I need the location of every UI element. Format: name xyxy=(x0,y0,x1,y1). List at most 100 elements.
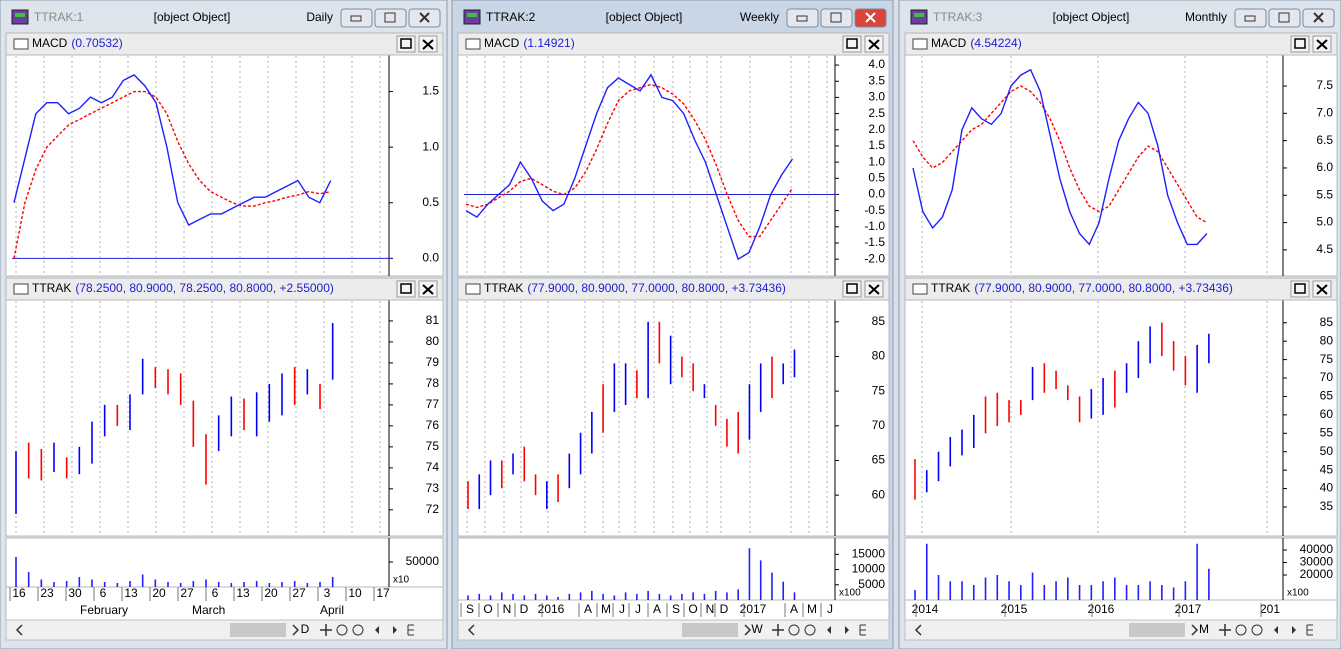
menu-icon[interactable] xyxy=(859,624,866,636)
date-label: 6 xyxy=(212,586,219,600)
macd-tick-label: 7.0 xyxy=(1316,106,1333,120)
macd-tick-label: -1.5 xyxy=(864,235,885,249)
macd-tick-label: 5.0 xyxy=(1316,215,1333,229)
date-label: 27 xyxy=(292,586,306,600)
scroll-left[interactable] xyxy=(15,624,23,636)
macd-tick-label: -2.0 xyxy=(864,251,885,265)
price-tick-label: 72 xyxy=(426,502,440,516)
volume-multiplier: x10 xyxy=(393,575,410,586)
date-label: 27 xyxy=(180,586,194,600)
date-label: 6 xyxy=(100,586,107,600)
price-reading: (77.9000, 80.9000, 77.0000, 80.8000, +3.… xyxy=(974,281,1233,295)
window-title: TTRAK:1 xyxy=(34,10,84,24)
date-label: D xyxy=(720,602,729,616)
minimize-button[interactable] xyxy=(1234,8,1267,28)
period-button[interactable]: M xyxy=(1199,622,1209,636)
date-label: N xyxy=(503,602,512,616)
volume-tick-label: 10000 xyxy=(852,562,886,576)
macd-reading: (1.14921) xyxy=(523,36,574,50)
macd-tick-label: 0.5 xyxy=(422,195,439,209)
price-tick-label: 40 xyxy=(1320,481,1334,495)
zoom-in-icon[interactable] xyxy=(1251,624,1263,636)
restore-button[interactable] xyxy=(820,8,853,28)
macd-panel xyxy=(904,54,1338,277)
date-label: 13 xyxy=(236,586,250,600)
minimize-icon xyxy=(796,15,808,22)
price-tick-label: 79 xyxy=(426,355,440,369)
next-icon[interactable] xyxy=(845,626,849,634)
window-period: Daily xyxy=(306,10,333,24)
period-button[interactable]: W xyxy=(751,622,763,636)
close-icon xyxy=(868,284,880,295)
menu-icon[interactable] xyxy=(1306,624,1313,636)
zoom-out-icon[interactable] xyxy=(788,624,800,636)
price-tick-label: 60 xyxy=(1320,407,1334,421)
price-reading: (78.2500, 80.9000, 78.2500, 80.8000, +2.… xyxy=(75,281,334,295)
maximize-icon xyxy=(1294,38,1306,49)
restore-button[interactable] xyxy=(1268,8,1301,28)
price-reading: (77.9000, 80.9000, 77.0000, 80.8000, +3.… xyxy=(527,281,786,295)
restore-button[interactable] xyxy=(374,8,407,28)
next-icon[interactable] xyxy=(393,626,397,634)
date-label: 17 xyxy=(376,586,390,600)
date-label: O xyxy=(688,602,697,616)
scroll-right[interactable] xyxy=(1191,624,1199,636)
macd-tick-label: 1.5 xyxy=(422,84,439,98)
scroll-thumb[interactable] xyxy=(1129,623,1185,637)
prev-icon[interactable] xyxy=(827,626,831,634)
app-icon-inner xyxy=(467,13,477,17)
pan-icon[interactable] xyxy=(1219,624,1231,636)
date-label: 2017 xyxy=(1175,602,1202,616)
macd-tick-label: 0.5 xyxy=(868,170,885,184)
minimize-button[interactable] xyxy=(340,8,373,28)
price-tick-label: 81 xyxy=(426,313,440,327)
period-button[interactable]: D xyxy=(301,622,310,636)
price-tick-label: 50 xyxy=(1320,444,1334,458)
date-label: 2017 xyxy=(740,602,767,616)
macd-tick-label: 6.0 xyxy=(1316,160,1333,174)
zoom-out-icon[interactable] xyxy=(1235,624,1247,636)
app-icon-inner xyxy=(15,13,25,17)
prev-icon[interactable] xyxy=(375,626,379,634)
macd-line xyxy=(912,68,1208,246)
date-label: 16 xyxy=(12,586,26,600)
scroll-thumb[interactable] xyxy=(230,623,286,637)
scroll-left[interactable] xyxy=(914,624,922,636)
price-tick-label: 70 xyxy=(1320,370,1334,384)
restore-icon xyxy=(1278,12,1290,23)
zoom-in-icon[interactable] xyxy=(352,624,364,636)
window-title: TTRAK:2 xyxy=(486,10,536,24)
zoom-out-icon[interactable] xyxy=(336,624,348,636)
volume-tick-label: 30000 xyxy=(1300,555,1334,569)
window-period: Monthly xyxy=(1185,10,1227,24)
scroll-right[interactable] xyxy=(744,624,752,636)
price-tick-label: 75 xyxy=(426,439,440,453)
pan-icon[interactable] xyxy=(320,624,332,636)
scroll-left[interactable] xyxy=(467,624,475,636)
price-label: TTRAK xyxy=(484,281,523,295)
price-tick-label: 85 xyxy=(1320,315,1334,329)
macd-tick-label: 6.5 xyxy=(1316,133,1333,147)
month-label: February xyxy=(80,603,128,617)
macd-tick-label: 0.0 xyxy=(422,250,439,264)
window-price: [object Object] xyxy=(606,10,683,24)
date-label: A xyxy=(790,602,798,616)
next-icon[interactable] xyxy=(1292,626,1296,634)
scroll-thumb[interactable] xyxy=(682,623,738,637)
window-price: [object Object] xyxy=(1053,10,1130,24)
zoom-in-icon[interactable] xyxy=(804,624,816,636)
scroll-right[interactable] xyxy=(292,624,300,636)
panel-icon xyxy=(912,283,928,295)
macd-tick-label: 1.0 xyxy=(868,154,885,168)
macd-tick-label: 3.0 xyxy=(868,90,885,104)
price-panel xyxy=(904,299,1338,537)
prev-icon[interactable] xyxy=(1274,626,1278,634)
price-tick-label: 80 xyxy=(1320,333,1334,347)
pan-icon[interactable] xyxy=(772,624,784,636)
minimize-button[interactable] xyxy=(786,8,819,28)
close-icon xyxy=(868,39,880,50)
app-icon-inner xyxy=(914,13,924,17)
price-label: TTRAK xyxy=(931,281,970,295)
menu-icon[interactable] xyxy=(407,624,414,636)
